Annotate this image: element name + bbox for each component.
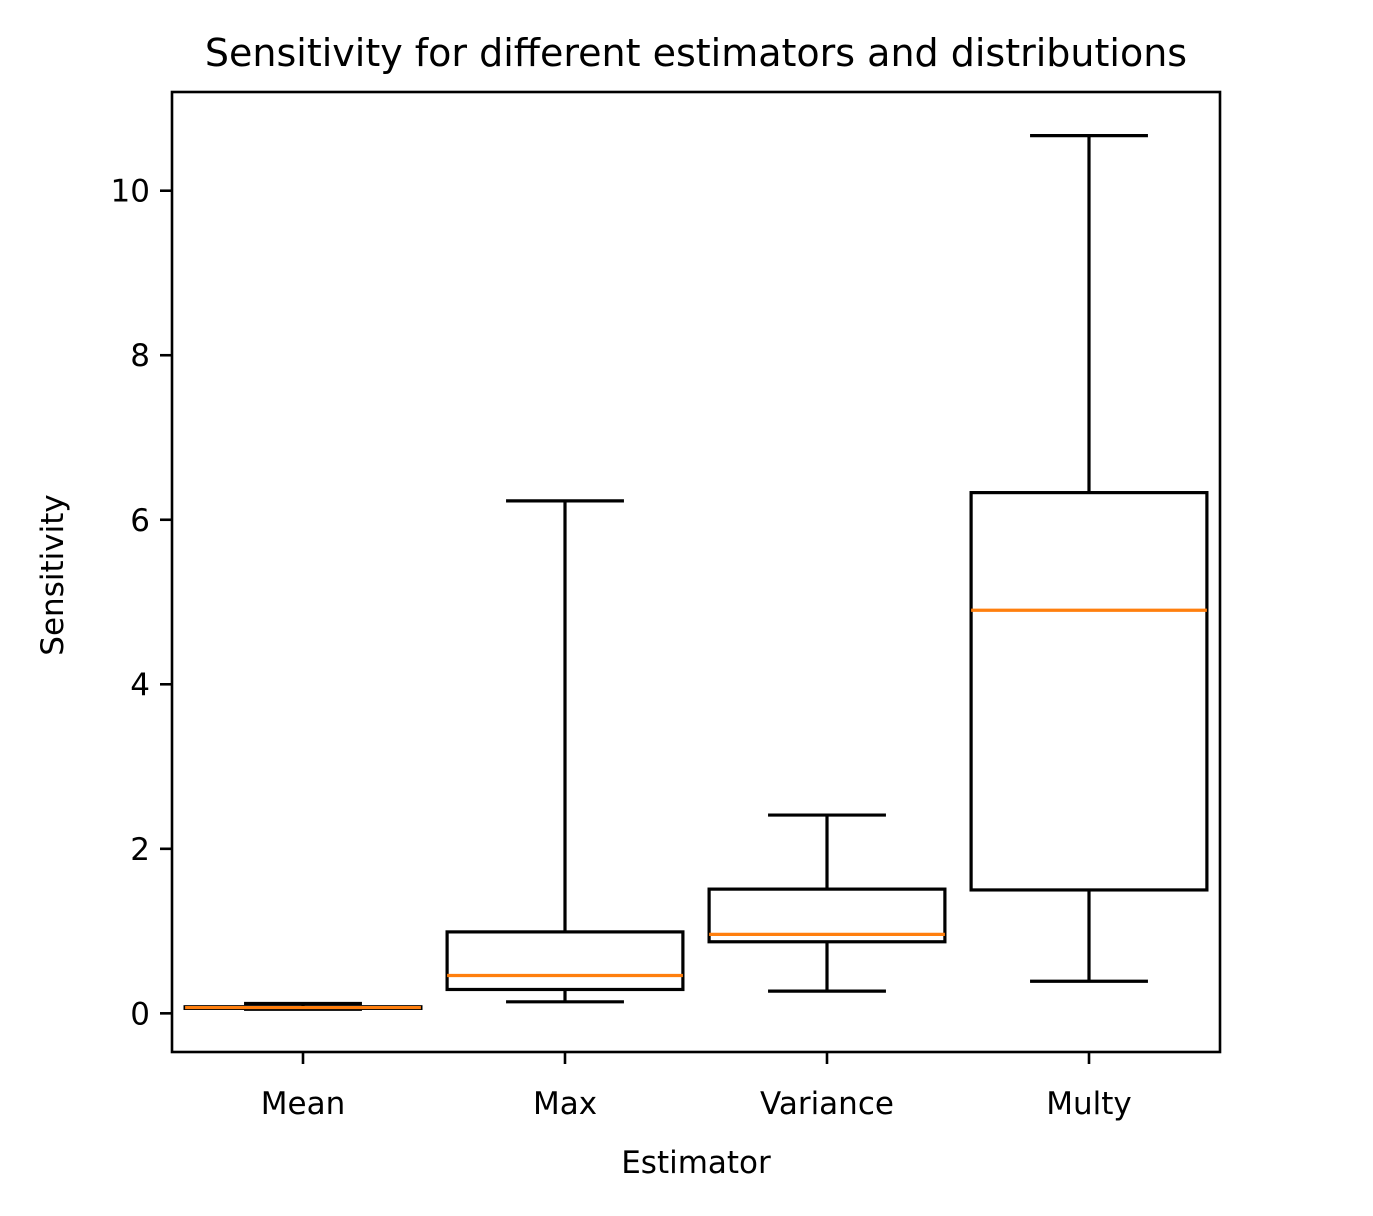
x-tick-label: Variance xyxy=(760,1086,894,1122)
x-tick-label: Max xyxy=(533,1086,597,1122)
x-tick-label: Multy xyxy=(1046,1086,1132,1122)
box-group-max xyxy=(445,499,685,1004)
box-iqr xyxy=(445,930,685,992)
y-tick-label: 6 xyxy=(130,503,150,539)
box-iqr xyxy=(969,491,1209,892)
y-tick-label: 10 xyxy=(111,174,150,210)
chart-title: Sensitivity for different estimators and… xyxy=(205,31,1187,75)
box-group-mean xyxy=(183,1001,423,1011)
y-tick-label: 2 xyxy=(130,832,150,868)
y-tick-label: 8 xyxy=(130,338,150,374)
box-group-variance xyxy=(707,813,947,993)
axes: 0 2 4 6 8 10 Mean Max Variance Multy xyxy=(111,90,1222,1122)
box-iqr xyxy=(707,887,947,944)
x-tick-label: Mean xyxy=(261,1086,345,1122)
plot-area xyxy=(183,133,1209,1011)
plot-frame xyxy=(170,90,1222,1054)
y-axis-label: Sensitivity xyxy=(35,494,71,655)
y-tick-label: 4 xyxy=(130,667,150,703)
box-group-multy xyxy=(969,133,1209,983)
y-tick-label: 0 xyxy=(130,996,150,1032)
x-axis-label: Estimator xyxy=(621,1145,771,1181)
